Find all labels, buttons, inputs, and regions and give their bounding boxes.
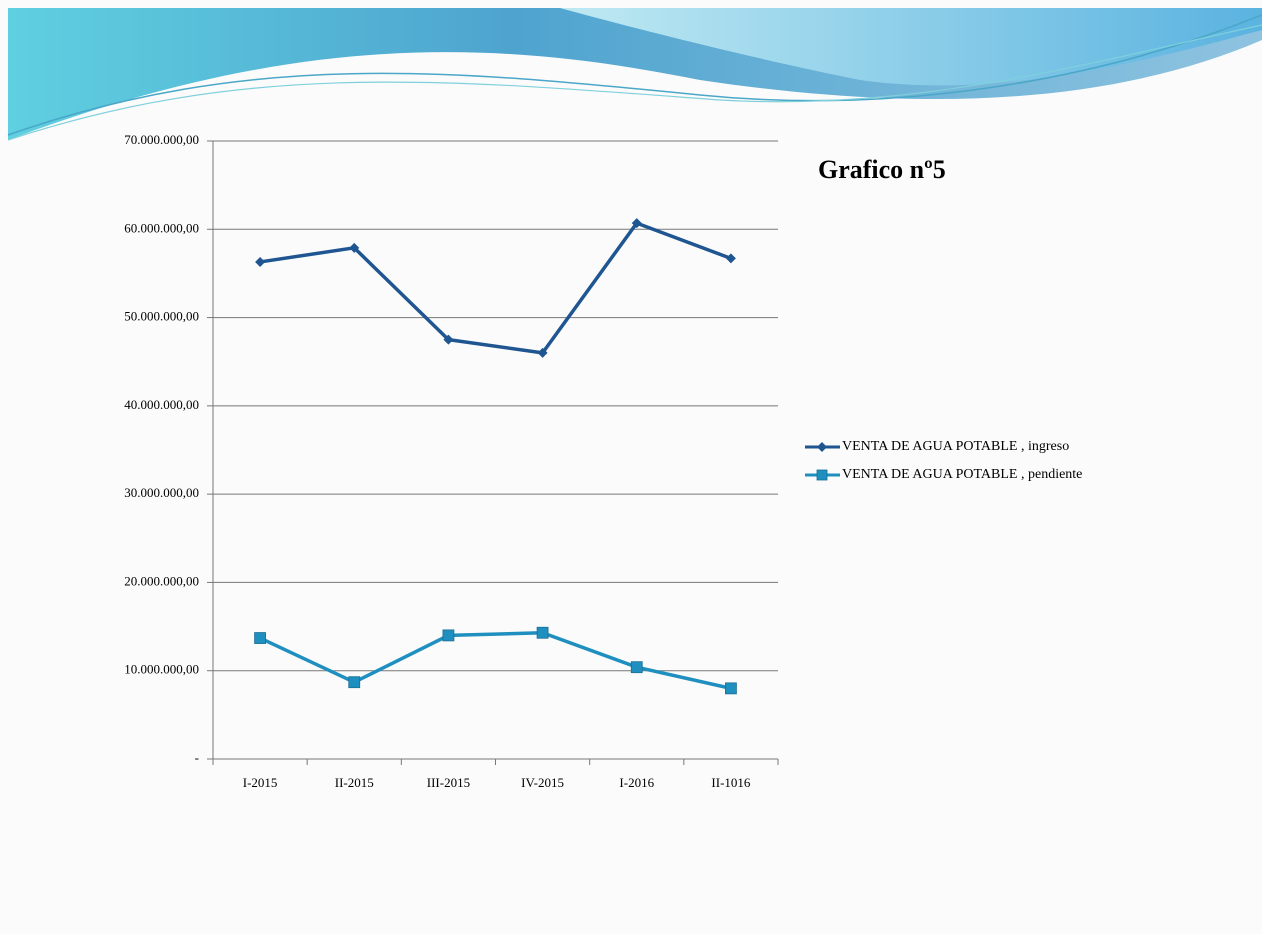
x-tick-label: I-2016	[619, 775, 654, 790]
data-point	[349, 242, 360, 253]
y-tick-label: 30.000.000,00	[124, 485, 199, 500]
data-point	[725, 253, 736, 264]
x-tick-label: II-1016	[711, 775, 750, 790]
data-point	[443, 334, 454, 345]
legend-marker	[816, 469, 828, 481]
chart-title: Grafico nº5	[818, 155, 946, 184]
y-tick-label: -	[195, 750, 199, 765]
x-tick-label: II-2015	[335, 775, 374, 790]
y-tick-label: 50.000.000,00	[124, 309, 199, 324]
y-tick-label: 20.000.000,00	[124, 573, 199, 588]
x-tick-label: I-2015	[243, 775, 278, 790]
series-line	[259, 221, 732, 355]
data-point	[536, 626, 549, 639]
data-point	[442, 629, 455, 642]
y-tick-label: 70.000.000,00	[124, 132, 199, 147]
series-line	[259, 631, 732, 691]
y-tick-label: 10.000.000,00	[124, 662, 199, 677]
data-point	[255, 256, 266, 267]
data-point	[725, 682, 737, 695]
legend-label: VENTA DE AGUA POTABLE , pendiente	[842, 467, 1082, 482]
legend-marker	[817, 442, 827, 452]
x-tick-label: III-2015	[427, 775, 470, 790]
y-tick-label: 60.000.000,00	[124, 220, 199, 235]
data-point	[348, 676, 361, 689]
data-point	[631, 218, 642, 229]
header-decoration	[7, 8, 1262, 141]
y-tick-label: 40.000.000,00	[124, 397, 199, 412]
x-tick-label: IV-2015	[521, 775, 564, 790]
legend-label: VENTA DE AGUA POTABLE , ingreso	[842, 439, 1069, 454]
data-point	[630, 661, 643, 674]
data-point	[537, 347, 548, 358]
data-point	[254, 632, 266, 644]
